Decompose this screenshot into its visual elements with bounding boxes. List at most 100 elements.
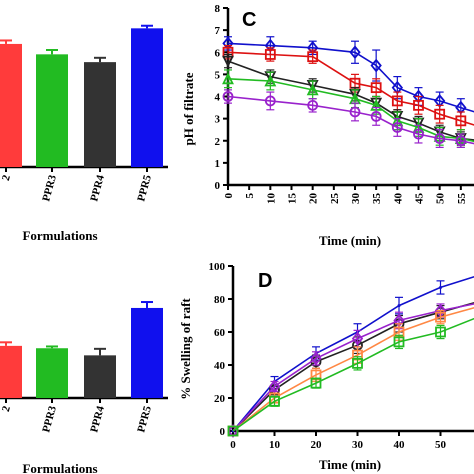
y-tick-label: 3 <box>215 114 221 126</box>
y-tick-label: 1 <box>215 158 221 170</box>
y-tick-label: 6 <box>215 47 221 59</box>
panel-d-y-label: % Swelling of raft <box>178 298 193 400</box>
data-point <box>264 49 276 60</box>
x-tick-label: PPR4 <box>88 173 107 203</box>
series-line-2 <box>227 51 474 126</box>
y-tick-label: 80 <box>214 294 226 306</box>
x-tick-label: 40 <box>394 439 406 451</box>
data-point <box>370 111 382 122</box>
data-point <box>370 82 382 94</box>
y-tick-label: 4 <box>215 92 221 104</box>
x-tick-label: 20 <box>311 439 323 451</box>
x-tick-label: 55 <box>456 193 468 205</box>
bar-ppr2 <box>0 345 22 398</box>
data-point <box>310 351 322 366</box>
data-point <box>435 326 446 338</box>
data-point <box>264 74 277 87</box>
data-point <box>439 285 442 289</box>
series-line-5 <box>227 95 474 145</box>
x-tick-label: 0 <box>223 193 235 199</box>
data-point <box>307 99 319 111</box>
y-tick-label: 5 <box>215 69 221 81</box>
panel-d-line-chart: D Time (min) % Swelling of raft 0 20 40 60 8… <box>178 261 474 472</box>
data-point <box>264 95 276 107</box>
x-tick-label: 10 <box>265 193 277 205</box>
data-point <box>393 336 405 348</box>
series-line-3 <box>227 60 474 141</box>
panel-c-x-label: Time (min) <box>319 233 381 248</box>
series-line-1 <box>227 42 474 113</box>
data-point <box>307 51 319 63</box>
x-tick-label: PPR5 <box>135 404 154 434</box>
panel-a-bar-chart: Formulations 2 PPR3 PPR4 PPR5 <box>0 24 168 243</box>
data-point <box>391 95 403 107</box>
series-line-4 <box>227 78 474 143</box>
data-point <box>434 108 446 120</box>
bar-ppr4 <box>84 355 116 398</box>
panel-c-label: C <box>242 9 256 31</box>
panel-a-x-label: Formulations <box>22 228 97 243</box>
bar-ppr5 <box>131 307 163 398</box>
x-tick-label: 2 <box>0 404 13 413</box>
x-tick-label: 45 <box>414 193 426 205</box>
y-tick-label: 20 <box>214 393 226 405</box>
x-tick-label: 35 <box>371 193 383 205</box>
data-point <box>306 83 319 96</box>
x-tick-label: 10 <box>269 439 281 451</box>
bar-ppr4 <box>84 62 116 168</box>
panel-c-y-label: pH of filtrate <box>181 72 196 145</box>
data-point <box>413 99 424 111</box>
panel-d-label: D <box>258 270 272 292</box>
data-point <box>310 377 322 389</box>
y-tick-label: 0 <box>215 180 221 192</box>
series-line-5 <box>232 317 474 432</box>
x-tick-label: PPR4 <box>88 404 107 434</box>
x-tick-label: 25 <box>329 193 341 205</box>
data-point <box>435 311 446 323</box>
panel-b-x-label: Formulations <box>22 461 97 474</box>
x-tick-label: 30 <box>350 193 362 205</box>
data-point <box>352 357 363 369</box>
data-point <box>397 304 401 308</box>
x-tick-label: 30 <box>352 439 364 451</box>
x-tick-label: 50 <box>435 193 447 205</box>
y-tick-label: 7 <box>215 25 221 37</box>
x-tick-label: 20 <box>308 193 320 205</box>
data-point <box>434 133 446 144</box>
data-point <box>349 106 361 118</box>
data-point <box>222 72 234 85</box>
y-tick-label: 40 <box>214 360 226 372</box>
data-point <box>391 122 403 133</box>
panel-b-bar-chart: Formulations 2 PPR3 PPR4 PPR5 <box>0 301 168 474</box>
bar-ppr3 <box>36 54 68 168</box>
y-tick-label: 60 <box>214 327 226 339</box>
data-point <box>455 135 467 147</box>
bar-ppr5 <box>131 28 163 168</box>
data-point <box>269 395 280 407</box>
data-point <box>222 55 234 68</box>
x-tick-label: 2 <box>0 173 13 182</box>
y-tick-label: 0 <box>220 426 226 438</box>
data-point <box>351 331 364 346</box>
x-tick-label: 15 <box>287 193 299 205</box>
bar-ppr2 <box>0 43 22 167</box>
panel-d-x-label: Time (min) <box>319 457 381 472</box>
data-point <box>227 425 239 437</box>
x-tick-label: 40 <box>392 193 404 205</box>
y-tick-label: 8 <box>215 3 221 15</box>
x-tick-label: 5 <box>244 193 256 199</box>
x-tick-label: 0 <box>230 439 236 451</box>
x-tick-label: 50 <box>435 439 447 451</box>
x-tick-label: PPR3 <box>40 404 59 434</box>
data-point <box>413 128 424 140</box>
data-point <box>222 91 234 102</box>
data-point <box>349 45 361 60</box>
x-tick-label: PPR5 <box>135 173 154 203</box>
bar-ppr3 <box>36 348 68 398</box>
data-point <box>268 379 281 394</box>
y-tick-label: 2 <box>215 136 221 148</box>
x-tick-label: PPR3 <box>40 173 59 203</box>
y-tick-label: 100 <box>209 261 226 273</box>
